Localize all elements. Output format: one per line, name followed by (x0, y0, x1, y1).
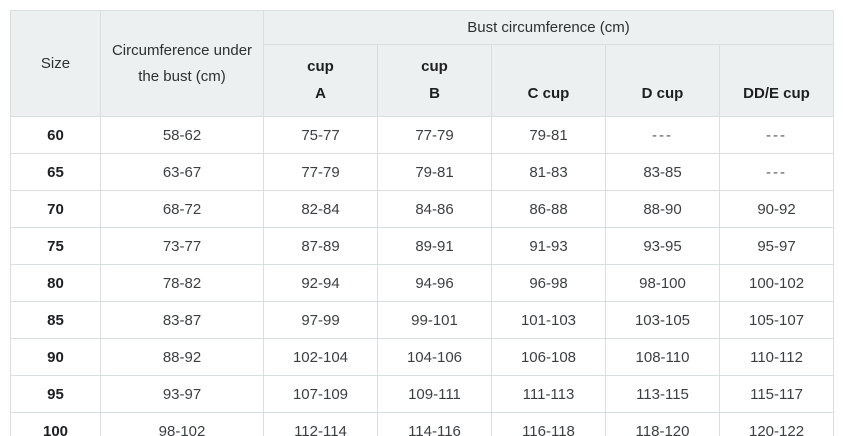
cup-header-line2: DD/E cup (743, 85, 810, 102)
cup-range-cell: 95-97 (718, 227, 835, 265)
underbust-column-header: Circumference under the bust (cm) (100, 10, 264, 117)
cup-range-cell: 77-79 (377, 116, 492, 154)
cup-range-cell: 98-100 (605, 264, 720, 302)
cup-c-column-header: C cup (491, 44, 606, 117)
cup-range-cell: 91-93 (491, 227, 606, 265)
cup-range-cell: 113-115 (605, 375, 720, 413)
cup-range-cell: 87-89 (263, 227, 378, 265)
size-cell: 75 (10, 227, 101, 265)
cup-header-line2: A (315, 85, 326, 102)
table-row: 90 88-92 102-104 104-106 106-108 108-110 110-1… (10, 338, 835, 376)
cup-range-cell: 92-94 (263, 264, 378, 302)
size-cell: 90 (10, 338, 101, 376)
cup-range-cell: 96-98 (491, 264, 606, 302)
cup-range-cell: 81-83 (491, 153, 606, 191)
header-row-cups: cup A cup B C cup D cup DD/E cup (11, 44, 835, 117)
cup-range-cell: 88-90 (605, 190, 720, 228)
table-row: 85 83-87 97-99 99-101 101-103 103-105 105-107 (10, 301, 835, 339)
cup-header-line1: cup (307, 58, 334, 75)
cup-range-cell: 108-110 (605, 338, 720, 376)
size-chart-body: 60 58-62 75-77 77-79 79-81 --- --- 65 63-67 77-79… (10, 116, 835, 436)
size-chart-header: Size Circumference under the bust (cm) B… (10, 10, 835, 117)
size-cell: 85 (10, 301, 101, 339)
cup-d-column-header: D cup (605, 44, 720, 117)
underbust-range-cell: 83-87 (100, 301, 264, 339)
cup-header-line2: C cup (527, 85, 570, 102)
underbust-range-cell: 93-97 (100, 375, 264, 413)
cup-dde-column-header: DD/E cup (718, 44, 835, 117)
cup-range-cell: --- (718, 116, 835, 154)
cup-range-cell: 110-112 (718, 338, 835, 376)
cup-range-cell: --- (718, 153, 835, 191)
size-cell: 65 (10, 153, 101, 191)
size-cell: 70 (10, 190, 101, 228)
underbust-range-cell: 88-92 (100, 338, 264, 376)
cup-range-cell: 100-102 (718, 264, 835, 302)
bust-circumference-group-header: Bust circumference (cm) (262, 10, 835, 45)
cup-range-cell: 79-81 (377, 153, 492, 191)
cup-range-cell: 118-120 (605, 412, 720, 436)
cup-range-cell: 109-111 (377, 375, 492, 413)
cup-range-cell: 82-84 (263, 190, 378, 228)
cup-range-cell: 89-91 (377, 227, 492, 265)
size-chart-table: Size Circumference under the bust (cm) B… (10, 10, 835, 436)
cup-range-cell: 107-109 (263, 375, 378, 413)
cup-range-cell: 112-114 (263, 412, 378, 436)
cup-range-cell: 97-99 (263, 301, 378, 339)
underbust-range-cell: 58-62 (100, 116, 264, 154)
cup-header-line1: cup (421, 58, 448, 75)
cup-range-cell: 93-95 (605, 227, 720, 265)
cup-range-cell: 105-107 (718, 301, 835, 339)
cup-range-cell: 106-108 (491, 338, 606, 376)
size-column-header: Size (10, 10, 101, 117)
underbust-range-cell: 68-72 (100, 190, 264, 228)
cup-range-cell: 79-81 (491, 116, 606, 154)
size-cell: 95 (10, 375, 101, 413)
table-row: 65 63-67 77-79 79-81 81-83 83-85 --- (10, 153, 835, 191)
cup-range-cell: 101-103 (491, 301, 606, 339)
size-cell: 80 (10, 264, 101, 302)
cup-range-cell: 94-96 (377, 264, 492, 302)
underbust-range-cell: 98-102 (100, 412, 264, 436)
underbust-range-cell: 73-77 (100, 227, 264, 265)
header-row-top: Size Circumference under the bust (cm) B… (10, 10, 835, 117)
cup-range-cell: 116-118 (491, 412, 606, 436)
cup-range-cell: 77-79 (263, 153, 378, 191)
underbust-range-cell: 63-67 (100, 153, 264, 191)
cup-range-cell: 103-105 (605, 301, 720, 339)
cup-range-cell: 115-117 (718, 375, 835, 413)
cup-range-cell: 114-116 (377, 412, 492, 436)
cup-range-cell: 99-101 (377, 301, 492, 339)
cup-range-cell: --- (605, 116, 720, 154)
cup-range-cell: 102-104 (263, 338, 378, 376)
cup-range-cell: 84-86 (377, 190, 492, 228)
cup-range-cell: 83-85 (605, 153, 720, 191)
table-row: 70 68-72 82-84 84-86 86-88 88-90 90-92 (10, 190, 835, 228)
size-cell: 60 (10, 116, 101, 154)
cup-b-column-header: cup B (377, 44, 492, 117)
table-row: 60 58-62 75-77 77-79 79-81 --- --- (10, 116, 835, 154)
cup-range-cell: 86-88 (491, 190, 606, 228)
size-cell: 100 (10, 412, 101, 436)
underbust-range-cell: 78-82 (100, 264, 264, 302)
cup-range-cell: 90-92 (718, 190, 835, 228)
table-row: 80 78-82 92-94 94-96 96-98 98-100 100-102 (10, 264, 835, 302)
cup-range-cell: 120-122 (718, 412, 835, 436)
cup-range-cell: 111-113 (491, 375, 606, 413)
cup-range-cell: 104-106 (377, 338, 492, 376)
cup-header-line2: B (429, 85, 440, 102)
cup-range-cell: 75-77 (263, 116, 378, 154)
cup-header-line2: D cup (641, 85, 684, 102)
table-row: 100 98-102 112-114 114-116 116-118 118-120 120… (10, 412, 835, 436)
table-row: 95 93-97 107-109 109-111 111-113 113-115 115-1… (10, 375, 835, 413)
table-row: 75 73-77 87-89 89-91 91-93 93-95 95-97 (10, 227, 835, 265)
cup-a-column-header: cup A (263, 44, 378, 117)
